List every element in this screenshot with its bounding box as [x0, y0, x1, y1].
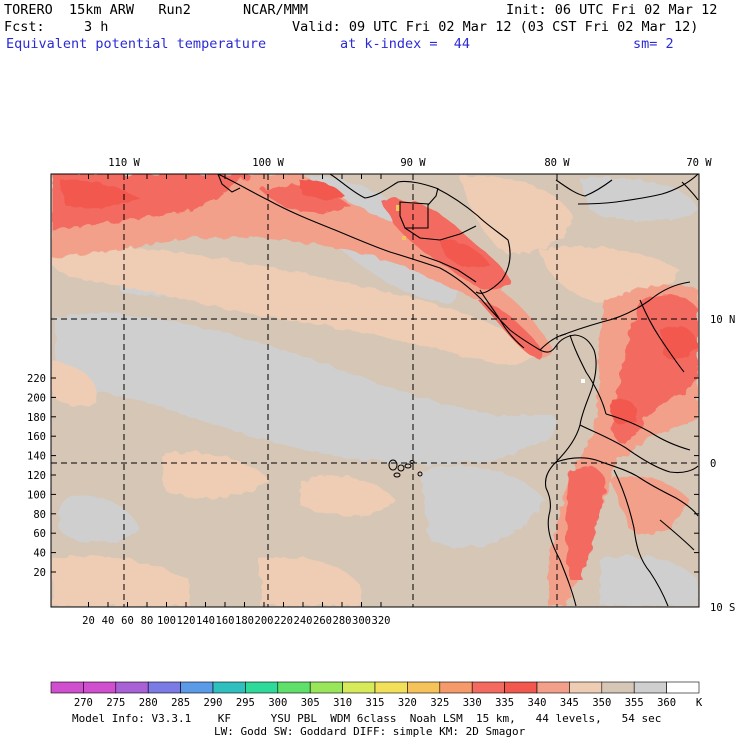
x-tick-label: 260: [313, 615, 332, 627]
colorbar-swatch: [666, 681, 700, 694]
colorbar-label: 360: [657, 697, 676, 709]
y-tick-label: 140: [27, 451, 46, 463]
colorbar-swatch: [309, 681, 343, 694]
colorbar-swatch: [504, 681, 538, 694]
field-name: Equivalent potential temperature: [6, 36, 267, 52]
y-axis: 20 40 60 80 100 120 140 160 180 200 220: [27, 373, 699, 579]
x-tick-label: 220: [274, 615, 293, 627]
init-time: Init: 06 UTC Fri 02 Mar 12: [506, 2, 718, 18]
colorbar-label: 310: [333, 697, 352, 709]
x-tick-label: 40: [102, 615, 115, 627]
colorbar-label: 315: [366, 697, 385, 709]
latitude-labels: 10 N 0 10 S: [710, 314, 735, 614]
colorbar-label: 290: [204, 697, 223, 709]
level-info: at k-index = 44: [340, 36, 471, 52]
y-tick-label: 40: [33, 548, 46, 560]
model-title: TORERO 15km ARW Run2: [4, 2, 191, 18]
colorbar-unit: K: [696, 697, 703, 709]
coastlines: [217, 174, 699, 607]
x-tick-label: 240: [294, 615, 313, 627]
x-tick-label: 60: [121, 615, 134, 627]
valid-time: Valid: 09 UTC Fri 02 Mar 12 (03 CST Fri …: [292, 19, 699, 35]
map-frame: [50, 173, 700, 608]
x-tick-label: 120: [177, 615, 196, 627]
colorbar-swatch: [115, 681, 149, 694]
colorbar-swatch: [374, 681, 408, 694]
colorbar-label: 295: [236, 697, 255, 709]
longitude-label: 70 W: [686, 157, 712, 169]
model-info: Model Info: V3.3.1 KF YSU PBL WDM 6class…: [72, 712, 662, 725]
colorbar-label: 275: [106, 697, 125, 709]
colorbar-swatch: [601, 681, 635, 694]
colorbar-label: 355: [625, 697, 644, 709]
colorbar-swatch: [633, 681, 667, 694]
x-tick-label: 140: [196, 615, 215, 627]
y-tick-label: 200: [27, 392, 46, 404]
latitude-label: 0: [710, 458, 716, 470]
colorbar-label: 350: [592, 697, 611, 709]
colorbar-swatch: [439, 681, 473, 694]
y-tick-label: 120: [27, 470, 46, 482]
y-tick-label: 20: [33, 567, 46, 579]
x-tick-label: 80: [141, 615, 154, 627]
colorbar-swatch: [536, 681, 570, 694]
x-tick-label: 160: [216, 615, 235, 627]
colorbar-swatch: [569, 681, 603, 694]
x-tick-label: 320: [372, 615, 391, 627]
colorbar-swatch: [212, 681, 246, 694]
colorbar-label: 340: [528, 697, 547, 709]
x-tick-label: 200: [255, 615, 274, 627]
y-tick-label: 220: [27, 373, 46, 385]
colorbar-swatch: [180, 681, 214, 694]
longitude-label: 90 W: [400, 157, 426, 169]
longitude-label: 80 W: [544, 157, 570, 169]
colorbar-swatch: [407, 681, 441, 694]
physics-info: LW: Godd SW: Goddard DIFF: simple KM: 2D…: [214, 725, 526, 738]
organization-label: NCAR/MMM: [243, 2, 309, 18]
longitude-labels: 110 W 100 W 90 W 80 W 70 W: [108, 157, 712, 169]
colorbar-label: 325: [430, 697, 449, 709]
colorbar-swatch: [277, 681, 311, 694]
colorbar-swatch: [342, 681, 376, 694]
filled-contours: [51, 174, 699, 607]
colorbar-label: 345: [560, 697, 579, 709]
longitude-label: 110 W: [108, 157, 140, 169]
colorbar-swatch: [147, 681, 181, 694]
colorbar-swatch: [50, 681, 84, 694]
colorbar-swatch: [245, 681, 279, 694]
colorbar-swatch: [471, 681, 505, 694]
y-tick-label: 80: [33, 509, 46, 521]
colorbar-label: 285: [171, 697, 190, 709]
colorbar-label: 320: [398, 697, 417, 709]
colorbar-label: 270: [74, 697, 93, 709]
colorbar-swatch: [83, 681, 117, 694]
x-axis: 20 40 60 80 100 120 140 160 180 200 220 240 260 280 30…: [82, 174, 390, 627]
colorbar-label: 280: [139, 697, 158, 709]
latitude-label: 10 S: [710, 602, 735, 614]
smoothing-info: sm= 2: [633, 36, 674, 52]
x-tick-label: 280: [333, 615, 352, 627]
y-tick-label: 180: [27, 412, 46, 424]
x-tick-label: 100: [157, 615, 176, 627]
colorbar-label: 305: [301, 697, 320, 709]
x-tick-label: 300: [352, 615, 371, 627]
colorbar-label: 300: [268, 697, 287, 709]
forecast-label: Fcst:: [4, 19, 45, 35]
latitude-label: 10 N: [710, 314, 735, 326]
x-tick-label: 20: [82, 615, 95, 627]
y-tick-label: 100: [27, 489, 46, 501]
y-tick-label: 160: [27, 431, 46, 443]
longitude-label: 100 W: [252, 157, 284, 169]
y-tick-label: 60: [33, 528, 46, 540]
colorbar: 270 275 280 285 290 295 300 305 310 315 320 325 330 3…: [50, 681, 703, 709]
x-tick-label: 180: [235, 615, 254, 627]
forecast-hour: 3 h: [84, 19, 109, 35]
colorbar-label: 335: [495, 697, 514, 709]
latlon-grid: [51, 174, 699, 607]
colorbar-label: 330: [463, 697, 482, 709]
